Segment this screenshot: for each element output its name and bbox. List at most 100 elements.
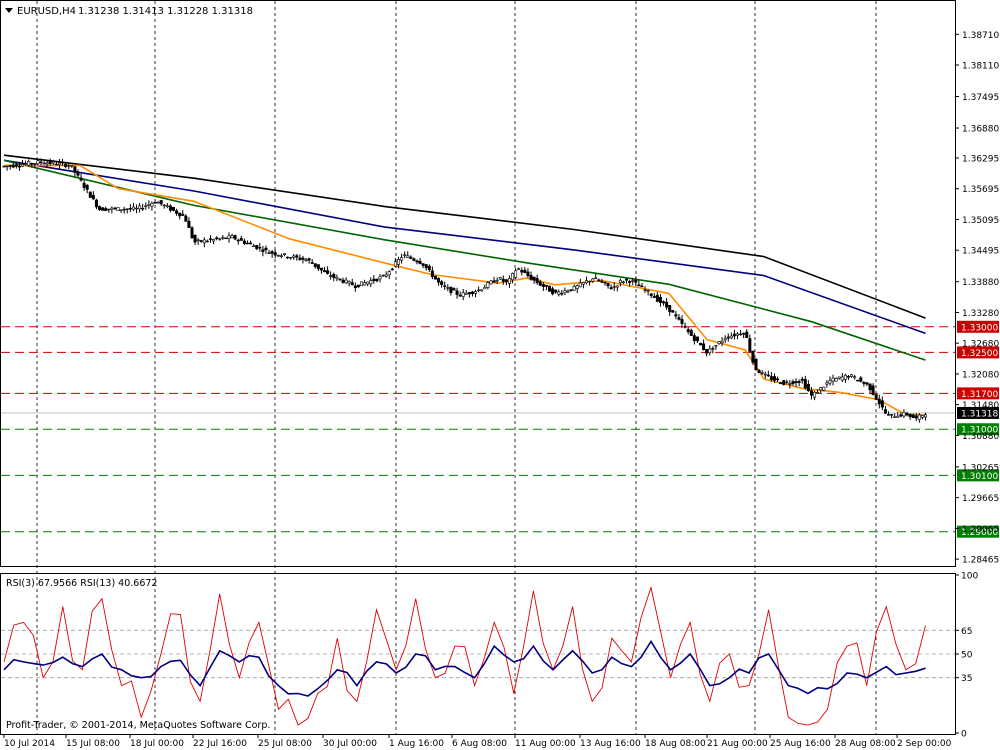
candle-body [689,329,693,336]
candle-body [763,373,767,376]
candle-body [387,271,391,276]
candle-body [165,205,169,207]
candle-body [286,256,290,259]
candle-body [88,191,92,198]
candle-body [341,279,345,283]
level-badge [957,423,999,436]
candle-body [822,386,826,391]
candle-body [779,382,783,385]
candle-body [572,286,576,291]
candle-body [187,220,191,228]
candle-body [856,379,860,382]
candle-body [261,249,265,252]
candle-body [554,289,558,293]
candle-body [107,208,111,211]
candle-body [788,383,792,385]
candle-body [591,278,595,282]
candle-body [205,240,209,243]
level-label: 1.29000 [961,528,998,538]
price-tick-label: 1.36295 [962,154,999,164]
candle-body [412,258,416,261]
candle-body [837,376,841,379]
price-candles [2,158,927,423]
rsi-tick-label: 0 [961,730,967,740]
candle-body [492,280,496,283]
candle-body [369,280,373,285]
candle-body [267,252,271,254]
price-tick-label: 1.29065 [962,525,999,535]
candle-body [908,413,912,417]
candle-body [378,276,382,280]
candle-body [24,163,28,165]
candle-body [529,275,533,280]
candle-body [144,205,148,207]
candle-body [178,212,182,217]
level-label: 1.31700 [961,390,998,400]
candle-body [723,338,727,341]
candle-body [150,203,154,207]
price-tick-label: 1.32680 [962,340,999,350]
level-badge [957,320,999,333]
candle-body [464,292,468,295]
candle-body [313,263,317,267]
candle-body [603,281,607,284]
candle-body [840,376,844,381]
candle-body [42,162,46,165]
candle-body [344,279,348,284]
candle-body [227,235,231,239]
candle-body [430,270,434,278]
candle-body [94,199,98,208]
candle-body [655,294,659,302]
candle-body [304,259,308,262]
candle-body [686,329,690,333]
candle-body [147,204,151,206]
last-price-label: 1.31318 [961,409,998,419]
candle-body [116,207,120,211]
rsi-tick-label: 100 [961,572,978,582]
candle-body [720,340,724,344]
candle-body [440,281,444,285]
candle-body [153,202,157,204]
candle-body [483,286,487,290]
time-tick-label: 18 Aug 08:00 [645,739,706,749]
candle-body [279,255,283,257]
candle-body [5,165,9,168]
candle-body [828,380,832,384]
candle-body [668,305,672,312]
level-badge [957,469,999,482]
candle-body [538,281,542,286]
time-tick-label: 1 Aug 16:00 [389,739,444,749]
candle-body [119,209,123,211]
candle-body [514,270,518,278]
candle-body [578,282,582,288]
chart-dropdown-icon[interactable] [5,8,13,13]
candle-body [520,270,524,273]
candle-body [495,279,499,282]
candle-body [310,262,314,264]
candle-body [754,358,758,371]
candle-body [403,254,407,256]
candle-body [800,378,804,381]
candle-body [600,280,604,283]
candle-body [846,375,850,378]
candle-body [865,382,869,385]
candle-body [363,282,367,286]
time-tick-label: 13 Aug 16:00 [580,739,641,749]
rsi-series-line [3,639,926,697]
time-tick-label: 21 Aug 00:00 [707,739,768,749]
candle-body [809,390,813,396]
candle-body [415,260,419,263]
candle-body [467,292,471,295]
candle-body [135,207,139,210]
candle-body [400,257,404,261]
candle-body [621,281,625,283]
candle-body [868,383,872,391]
candle-body [646,290,650,292]
candle-body [859,377,863,382]
candle-body [532,276,536,281]
candle-body [282,253,286,255]
candle-body [273,252,277,256]
moving-average-line [3,159,926,361]
candle-body [782,380,786,385]
candle-body [470,291,474,295]
